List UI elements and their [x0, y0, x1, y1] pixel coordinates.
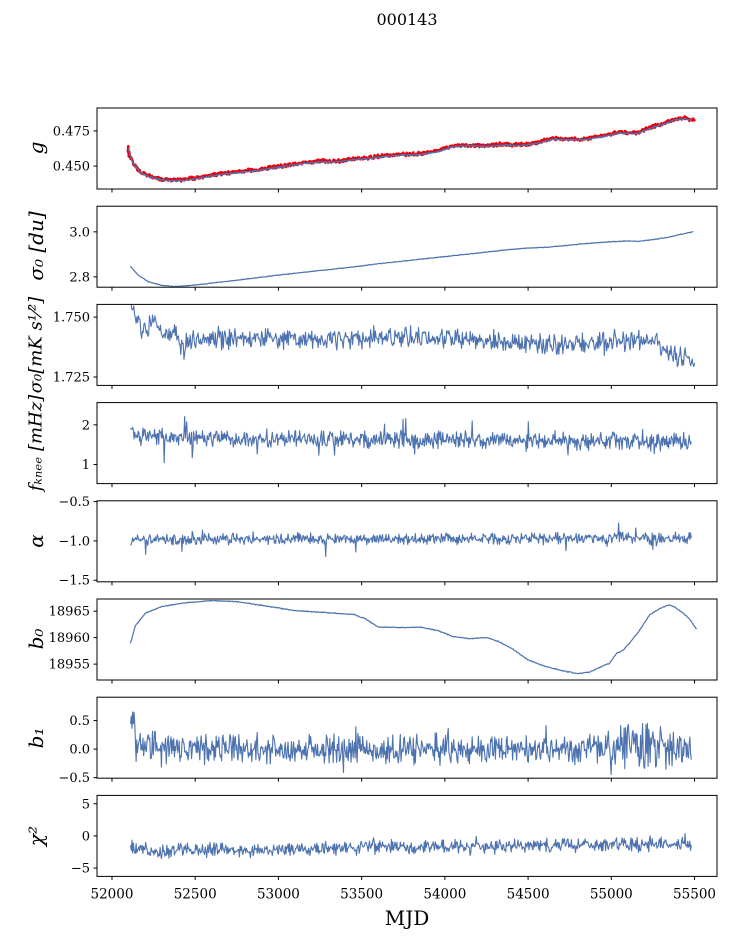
- y-tick-label: −0.5: [58, 495, 90, 510]
- y-axis-label-chi2: χ²: [24, 825, 48, 847]
- panel-frame: [96, 598, 718, 681]
- panel-series-1: [130, 231, 694, 288]
- panel-frame: [96, 794, 718, 877]
- x-tick-label: 52500: [174, 886, 217, 902]
- x-axis-label: MJD: [384, 906, 430, 930]
- figure-title: 000143: [376, 10, 438, 29]
- x-tick-label: 55000: [590, 886, 633, 902]
- x-tick-label: 54000: [423, 886, 466, 902]
- y-tick-label: 2.8: [69, 270, 90, 285]
- y-axis-label-g: g: [24, 141, 48, 155]
- y-tick-label: 3.0: [69, 225, 90, 240]
- y-tick-label: 5: [82, 797, 90, 812]
- series-sigma0-du: [130, 231, 694, 288]
- y-tick-label: 0.450: [53, 160, 90, 175]
- panel-frame: [96, 205, 718, 288]
- series-b0: [130, 599, 697, 675]
- panel-frame: [96, 696, 718, 779]
- y-axis-label-b0: b₀: [24, 628, 48, 650]
- y-tick-label: −0.5: [58, 771, 90, 786]
- x-tick-label: 53000: [257, 886, 300, 902]
- y-tick-label: 2: [82, 418, 90, 433]
- panel-series-7: [130, 833, 692, 860]
- y-tick-label: −1.0: [58, 534, 90, 549]
- panel-series-3: [130, 416, 692, 464]
- panel-frame: [96, 402, 718, 485]
- panel-series-6: [130, 711, 692, 776]
- y-tick-label: 1.725: [53, 371, 90, 386]
- y-tick-label: 18955: [49, 658, 90, 673]
- y-axis-label-sigma0-mk: σ₀[mK s¹⁄²]: [25, 296, 47, 394]
- series-alpha: [130, 522, 692, 558]
- y-tick-label: −1.5: [58, 574, 90, 589]
- x-tick-label: 54500: [507, 886, 550, 902]
- y-axis-label-sigma0-du: σ₀ [du]: [24, 211, 48, 281]
- y-tick-label: 1: [82, 458, 90, 473]
- panel-series-4: [130, 522, 692, 558]
- y-tick-label: 18965: [49, 605, 90, 620]
- y-axis-label-fknee: fₖₙₑₑ [mHz]: [25, 394, 47, 492]
- panel-frame: [96, 107, 718, 190]
- y-axis-label-b1: b₁: [24, 727, 48, 749]
- panel-series-0: [126, 115, 696, 183]
- x-tick-label: 55500: [673, 886, 716, 902]
- panel-frame: [96, 303, 718, 386]
- y-tick-label: 18960: [49, 631, 90, 646]
- series-chi2: [130, 833, 692, 860]
- y-tick-label: 0.475: [53, 124, 90, 139]
- y-axis-label-alpha: α: [24, 534, 48, 548]
- y-tick-label: 1.750: [53, 311, 90, 326]
- series-gain-smoothed: [127, 117, 692, 182]
- x-tick-label: 53500: [340, 886, 383, 902]
- series-b1: [130, 711, 692, 776]
- panel-frame: [96, 500, 718, 583]
- x-tick-label: 52000: [91, 886, 134, 902]
- y-tick-label: −5: [71, 862, 90, 877]
- y-tick-label: 0: [82, 829, 90, 844]
- y-tick-label: 0.5: [69, 714, 90, 729]
- series-sigma0-mK: [130, 304, 696, 368]
- panel-series-5: [130, 599, 697, 675]
- y-tick-label: 0.0: [69, 743, 90, 758]
- series-fknee: [130, 416, 692, 464]
- series-gain-raw: [126, 115, 696, 183]
- panel-series-2: [130, 304, 696, 368]
